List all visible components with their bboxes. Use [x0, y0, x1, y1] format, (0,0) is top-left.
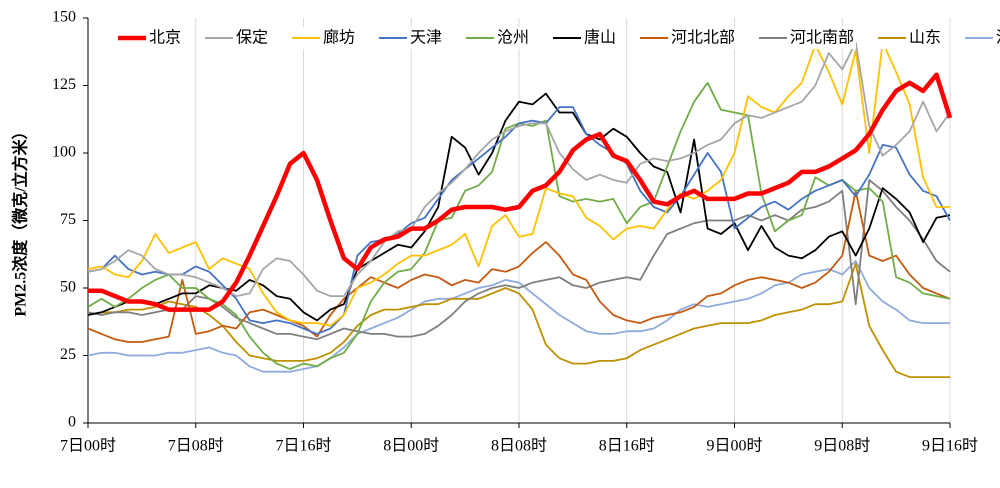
- legend-label: 河北北部: [671, 28, 735, 47]
- legend-bg: [289, 27, 357, 49]
- y-tick-label: 125: [52, 76, 76, 93]
- legend-bg: [875, 27, 943, 49]
- line-series: [87, 262, 950, 378]
- x-tick-label: 7日16时: [275, 437, 331, 455]
- legend-bg: [637, 27, 737, 49]
- legend-label: 唐山: [584, 28, 616, 47]
- x-tick-label: 9日16时: [922, 437, 978, 455]
- x-tick-label: 7日00时: [60, 437, 116, 455]
- legend-label: 河北南部: [790, 28, 854, 47]
- legend-label: 保定: [236, 28, 268, 47]
- legend-label: 河南: [996, 28, 1000, 47]
- y-tick-label: 100: [52, 144, 76, 161]
- line-series: [87, 179, 951, 341]
- legend-label: 天津: [410, 28, 442, 47]
- legend-bg: [756, 27, 856, 49]
- x-tick-label: 8日00时: [383, 437, 439, 455]
- y-tick-label: 0: [68, 414, 76, 431]
- y-axis-label: PM2.5浓度（微克/立方米）: [11, 123, 30, 316]
- y-tick-label: 150: [52, 9, 76, 26]
- legend-label: 北京: [149, 28, 181, 47]
- line-series: [87, 260, 950, 373]
- legend-bg: [463, 27, 531, 49]
- x-tick-label: 7日08时: [168, 437, 224, 455]
- y-tick-label: 75: [60, 211, 76, 228]
- y-tick-label: 25: [60, 346, 76, 363]
- legend-label: 山东: [909, 28, 941, 47]
- legend-bg: [202, 27, 270, 49]
- x-tick-label: 9日00时: [706, 437, 762, 455]
- legend-label: 沧州: [497, 28, 529, 47]
- legend-bg: [376, 27, 444, 49]
- legend-bg: [550, 27, 618, 49]
- line-series: [87, 41, 950, 327]
- y-tick-label: 50: [60, 279, 76, 296]
- line-series: [88, 72, 953, 312]
- line-series: [87, 189, 951, 343]
- x-tick-label: 8日16时: [599, 437, 655, 455]
- line-series: [87, 41, 951, 297]
- x-tick-label: 8日08时: [491, 437, 547, 455]
- legend-label: 廊坊: [323, 28, 355, 47]
- legend-bg: [115, 27, 183, 49]
- x-tick-label: 9日08时: [814, 437, 870, 455]
